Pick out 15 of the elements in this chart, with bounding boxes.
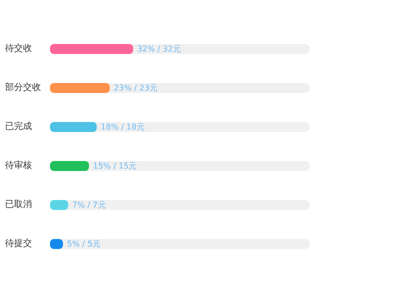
data-label: 18% / 18元 [100, 122, 145, 132]
data-label: 5% / 5元 [67, 240, 101, 248]
data-label: 32% / 32元 [137, 44, 181, 54]
y-tick-label: 已取消 [5, 199, 32, 210]
data-label: 23% / 23元 [114, 84, 158, 92]
y-tick-label: 部分交收 [5, 82, 41, 93]
data-label: 15% / 15元 [93, 162, 137, 170]
bar [50, 83, 110, 93]
data-label: 7% / 7元 [72, 200, 106, 210]
bar [50, 161, 89, 171]
y-tick-label: 待交收 [5, 43, 32, 54]
y-tick-label: 待提交 [5, 238, 32, 249]
bar [50, 122, 97, 132]
y-tick-label: 已完成 [5, 121, 32, 132]
y-tick-label: 待审核 [5, 160, 32, 171]
